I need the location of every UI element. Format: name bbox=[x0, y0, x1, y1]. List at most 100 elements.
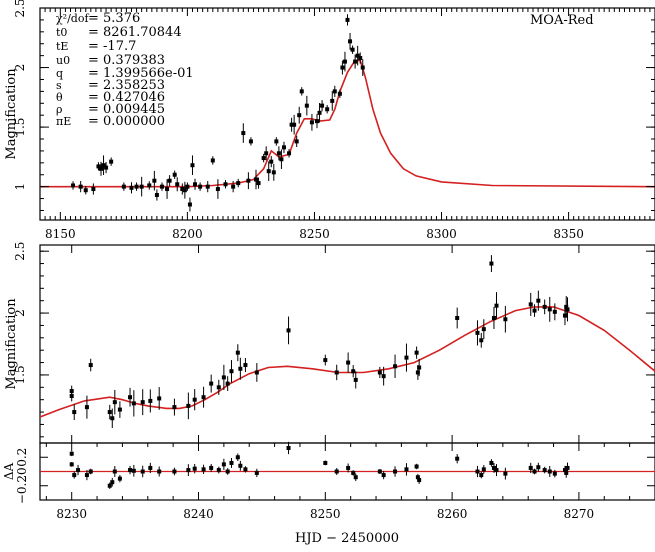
data-point bbox=[345, 17, 350, 22]
top-panel: 8150 8200 8250 8300 8350 1 1.5 2 2.5 Magnificatio… bbox=[4, 0, 655, 241]
data-point bbox=[209, 381, 214, 386]
data-point bbox=[565, 465, 570, 470]
data-point bbox=[112, 400, 117, 405]
data-point bbox=[205, 184, 210, 189]
data-point bbox=[193, 182, 198, 187]
param-value: = 5.376 bbox=[88, 11, 140, 26]
data-point bbox=[414, 464, 419, 469]
x-tick-label: 8270 bbox=[564, 507, 595, 521]
data-point bbox=[172, 469, 177, 474]
x-tick-label: 8230 bbox=[56, 507, 87, 521]
data-point bbox=[353, 59, 358, 64]
data-point bbox=[186, 403, 191, 408]
data-point bbox=[231, 184, 236, 189]
data-point bbox=[417, 478, 422, 483]
data-point bbox=[381, 374, 386, 379]
data-point bbox=[140, 400, 145, 405]
data-point bbox=[503, 471, 508, 476]
data-point bbox=[353, 475, 358, 480]
param-symbol: ρ bbox=[56, 103, 62, 116]
param-symbol: tE bbox=[56, 40, 68, 53]
param-value: = 2.358253 bbox=[88, 78, 165, 93]
param-value: = -17.7 bbox=[88, 39, 136, 54]
data-point bbox=[323, 358, 328, 363]
data-point bbox=[157, 469, 162, 474]
data-point bbox=[393, 364, 398, 369]
data-point bbox=[325, 107, 330, 112]
param-value: = 0.009445 bbox=[88, 102, 165, 117]
data-point bbox=[542, 468, 547, 473]
data-point bbox=[83, 188, 88, 193]
data-point bbox=[78, 184, 83, 189]
data-point bbox=[536, 465, 541, 470]
data-point bbox=[221, 375, 226, 380]
x-tick-label: 8240 bbox=[183, 507, 214, 521]
data-point bbox=[562, 468, 567, 473]
data-point bbox=[562, 313, 567, 318]
data-point bbox=[494, 468, 499, 473]
y-tick-label: 2 bbox=[13, 64, 27, 72]
data-point bbox=[154, 192, 159, 197]
data-point bbox=[185, 184, 190, 189]
data-point bbox=[377, 469, 382, 474]
data-point bbox=[274, 139, 279, 144]
data-point bbox=[241, 131, 246, 136]
data-point bbox=[134, 184, 139, 189]
data-point bbox=[192, 466, 197, 471]
middle-panel: 1.5 2 2.5 Magnification bbox=[4, 242, 655, 444]
data-point bbox=[117, 407, 122, 412]
param-symbol: χ²/dof bbox=[56, 12, 89, 25]
data-point bbox=[157, 396, 162, 401]
param-symbol: πE bbox=[56, 115, 71, 128]
data-point bbox=[481, 327, 486, 332]
x-tick-label: 8250 bbox=[310, 507, 341, 521]
param-value: = 0.379383 bbox=[88, 53, 165, 68]
data-point bbox=[129, 185, 134, 190]
data-point bbox=[172, 405, 177, 410]
x-axis-label: HJD − 2450000 bbox=[295, 531, 399, 546]
data-point bbox=[186, 468, 191, 473]
data-point bbox=[489, 261, 494, 266]
data-point bbox=[315, 119, 320, 124]
y-tick-label: 0.2 bbox=[15, 448, 29, 467]
data-point bbox=[309, 120, 314, 125]
data-point bbox=[221, 462, 226, 467]
data-point bbox=[109, 159, 114, 164]
data-point bbox=[238, 366, 243, 371]
data-point bbox=[479, 473, 484, 478]
data-point bbox=[225, 469, 230, 474]
data-point bbox=[152, 178, 157, 183]
data-point bbox=[148, 465, 153, 470]
data-point bbox=[491, 316, 496, 321]
param-symbol: q bbox=[56, 67, 63, 80]
data-point bbox=[254, 177, 259, 182]
data-point bbox=[479, 338, 484, 343]
data-point bbox=[71, 183, 76, 188]
model-curve bbox=[40, 59, 655, 188]
x-tick-label: 8300 bbox=[426, 227, 457, 241]
data-point bbox=[201, 395, 206, 400]
param-value: = 0.427046 bbox=[88, 90, 165, 105]
data-point bbox=[292, 122, 297, 127]
data-point bbox=[238, 463, 243, 468]
data-point bbox=[340, 65, 345, 70]
data-point bbox=[256, 181, 261, 186]
x-tick-label: 8250 bbox=[299, 227, 330, 241]
data-point bbox=[167, 178, 172, 183]
data-point bbox=[415, 370, 420, 375]
data-point bbox=[334, 469, 339, 474]
data-point bbox=[187, 202, 192, 207]
data-point bbox=[235, 455, 240, 460]
data-point bbox=[317, 110, 322, 115]
data-point bbox=[147, 183, 152, 188]
data-point bbox=[271, 170, 276, 175]
y-tick-label: 2 bbox=[13, 309, 27, 317]
data-point bbox=[107, 483, 112, 488]
data-point bbox=[98, 166, 103, 171]
data-point bbox=[337, 91, 342, 96]
data-point bbox=[297, 113, 302, 118]
x-tick-label: 8260 bbox=[437, 507, 468, 521]
data-point bbox=[346, 360, 351, 365]
data-point bbox=[547, 307, 552, 312]
data-point bbox=[101, 163, 106, 168]
